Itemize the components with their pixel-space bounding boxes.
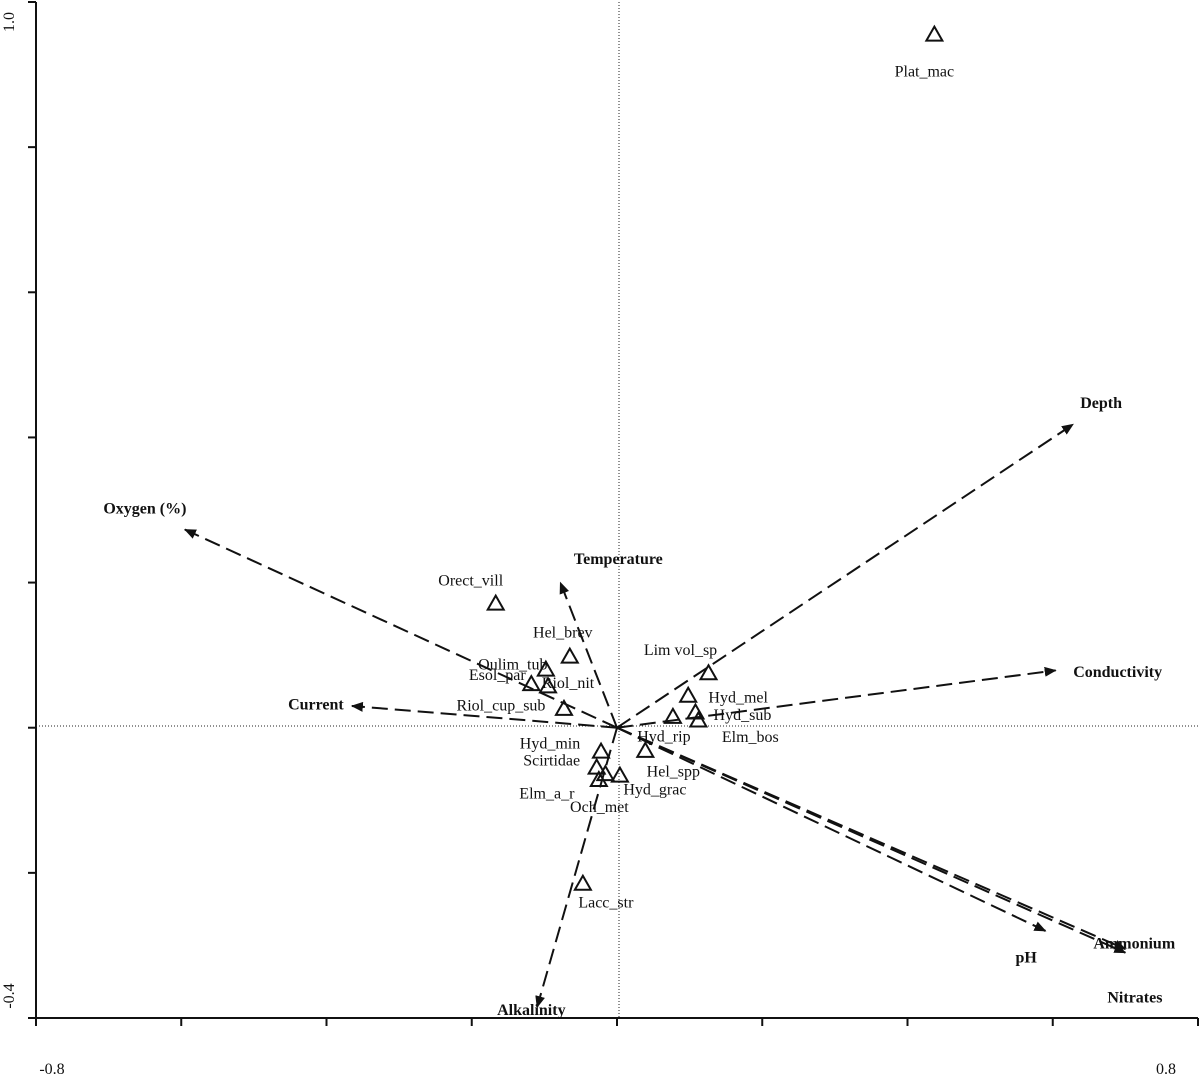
species-point-lim-vol-sp bbox=[698, 663, 719, 681]
y-tick-label-min: -0.4 bbox=[1, 983, 18, 1008]
env-arrow-oxygen bbox=[183, 528, 618, 729]
species-point-och-met bbox=[595, 764, 616, 782]
species-label-hyd-rip: Hyd_rip bbox=[637, 729, 690, 746]
species-label-hyd-mel: Hyd_mel bbox=[708, 689, 768, 706]
species-point-lacc-str bbox=[573, 873, 593, 891]
axis-ticks bbox=[28, 1, 1199, 1026]
species-label-hyd-sub: Hyd_sub bbox=[714, 707, 772, 724]
species-labels: Plat_mac Orect_vill Hel_brev Oulim_tubEsol_… bbox=[438, 63, 954, 911]
environment-arrows bbox=[183, 423, 1127, 1009]
env-label-current: Current bbox=[288, 697, 344, 714]
x-tick-label-max: 0.8 bbox=[1156, 1061, 1176, 1077]
species-label-esol-par: Esol_par bbox=[469, 667, 527, 684]
env-label-ammonium: Ammonium bbox=[1093, 936, 1175, 953]
species-points bbox=[485, 24, 945, 891]
species-point-elm-bos bbox=[688, 710, 709, 728]
env-label-conductivity: Conductivity bbox=[1073, 664, 1162, 681]
species-label-orect-vill: Orect_vill bbox=[438, 572, 503, 589]
species-point-scirtidae bbox=[586, 757, 607, 775]
species-label-plat-mac: Plat_mac bbox=[895, 63, 955, 80]
env-label-nitrates: Nitrates bbox=[1107, 989, 1162, 1006]
env-label-alkalinity: Alkalinity bbox=[497, 1002, 565, 1019]
x-tick-label-min: -0.8 bbox=[39, 1061, 64, 1077]
species-label-lim-vol-sp: Lim vol_sp bbox=[644, 642, 717, 659]
species-label-hel-spp: Hel_spp bbox=[647, 764, 700, 781]
species-label-elm-bos: Elm_bos bbox=[722, 729, 779, 746]
species-label-scirtidae: Scirtidae bbox=[523, 752, 580, 769]
species-point-hel-spp bbox=[635, 740, 656, 758]
species-label-och-met: Och_met bbox=[570, 799, 629, 816]
env-label-ph: pH bbox=[1015, 950, 1037, 967]
species-label-hyd-min: Hyd_min bbox=[520, 735, 580, 752]
species-point-oulim-tub bbox=[536, 659, 556, 677]
environment-labels: Depth Oxygen (%) Temperature Conductivity Cu… bbox=[103, 395, 1176, 1019]
species-label-elm-a-r: Elm_a_r bbox=[519, 786, 575, 803]
species-point-elm-a-r bbox=[589, 769, 609, 787]
species-label-hyd-grac: Hyd_grac bbox=[623, 781, 686, 798]
species-label-riol-nit: Riol_nit bbox=[542, 675, 595, 692]
species-label-hel-brev: Hel_brev bbox=[533, 624, 593, 641]
env-label-oxygen: Oxygen (%) bbox=[103, 500, 186, 517]
env-arrow-ph bbox=[616, 726, 1047, 932]
species-point-riol-nit bbox=[538, 676, 558, 694]
species-point-hyd-grac bbox=[610, 765, 630, 783]
species-point-hel-brev bbox=[560, 646, 580, 664]
species-point-hyd-rip bbox=[663, 706, 683, 724]
species-point-esol-par bbox=[521, 674, 542, 692]
env-label-depth: Depth bbox=[1080, 395, 1122, 412]
env-label-temperature: Temperature bbox=[574, 551, 663, 568]
species-point-hyd-min bbox=[591, 741, 611, 759]
species-point-riol-cup-sub bbox=[554, 698, 574, 716]
env-arrow-temperature bbox=[559, 581, 618, 729]
species-label-lacc-str: Lacc_str bbox=[578, 894, 634, 911]
species-point-orect-vill bbox=[485, 593, 506, 611]
species-point-plat-mac bbox=[924, 24, 945, 42]
y-tick-label-max: 1.0 bbox=[1, 12, 18, 32]
species-label-riol-cup-sub: Riol_cup_sub bbox=[457, 698, 546, 715]
species-point-hyd-mel bbox=[678, 685, 698, 703]
env-arrow-nitrates bbox=[616, 726, 1127, 954]
env-arrow-alkalinity bbox=[535, 727, 618, 1009]
env-arrow-depth bbox=[616, 423, 1074, 729]
species-label-oulim-tub: Oulim_tub bbox=[478, 656, 547, 673]
env-arrow-current bbox=[350, 701, 618, 729]
